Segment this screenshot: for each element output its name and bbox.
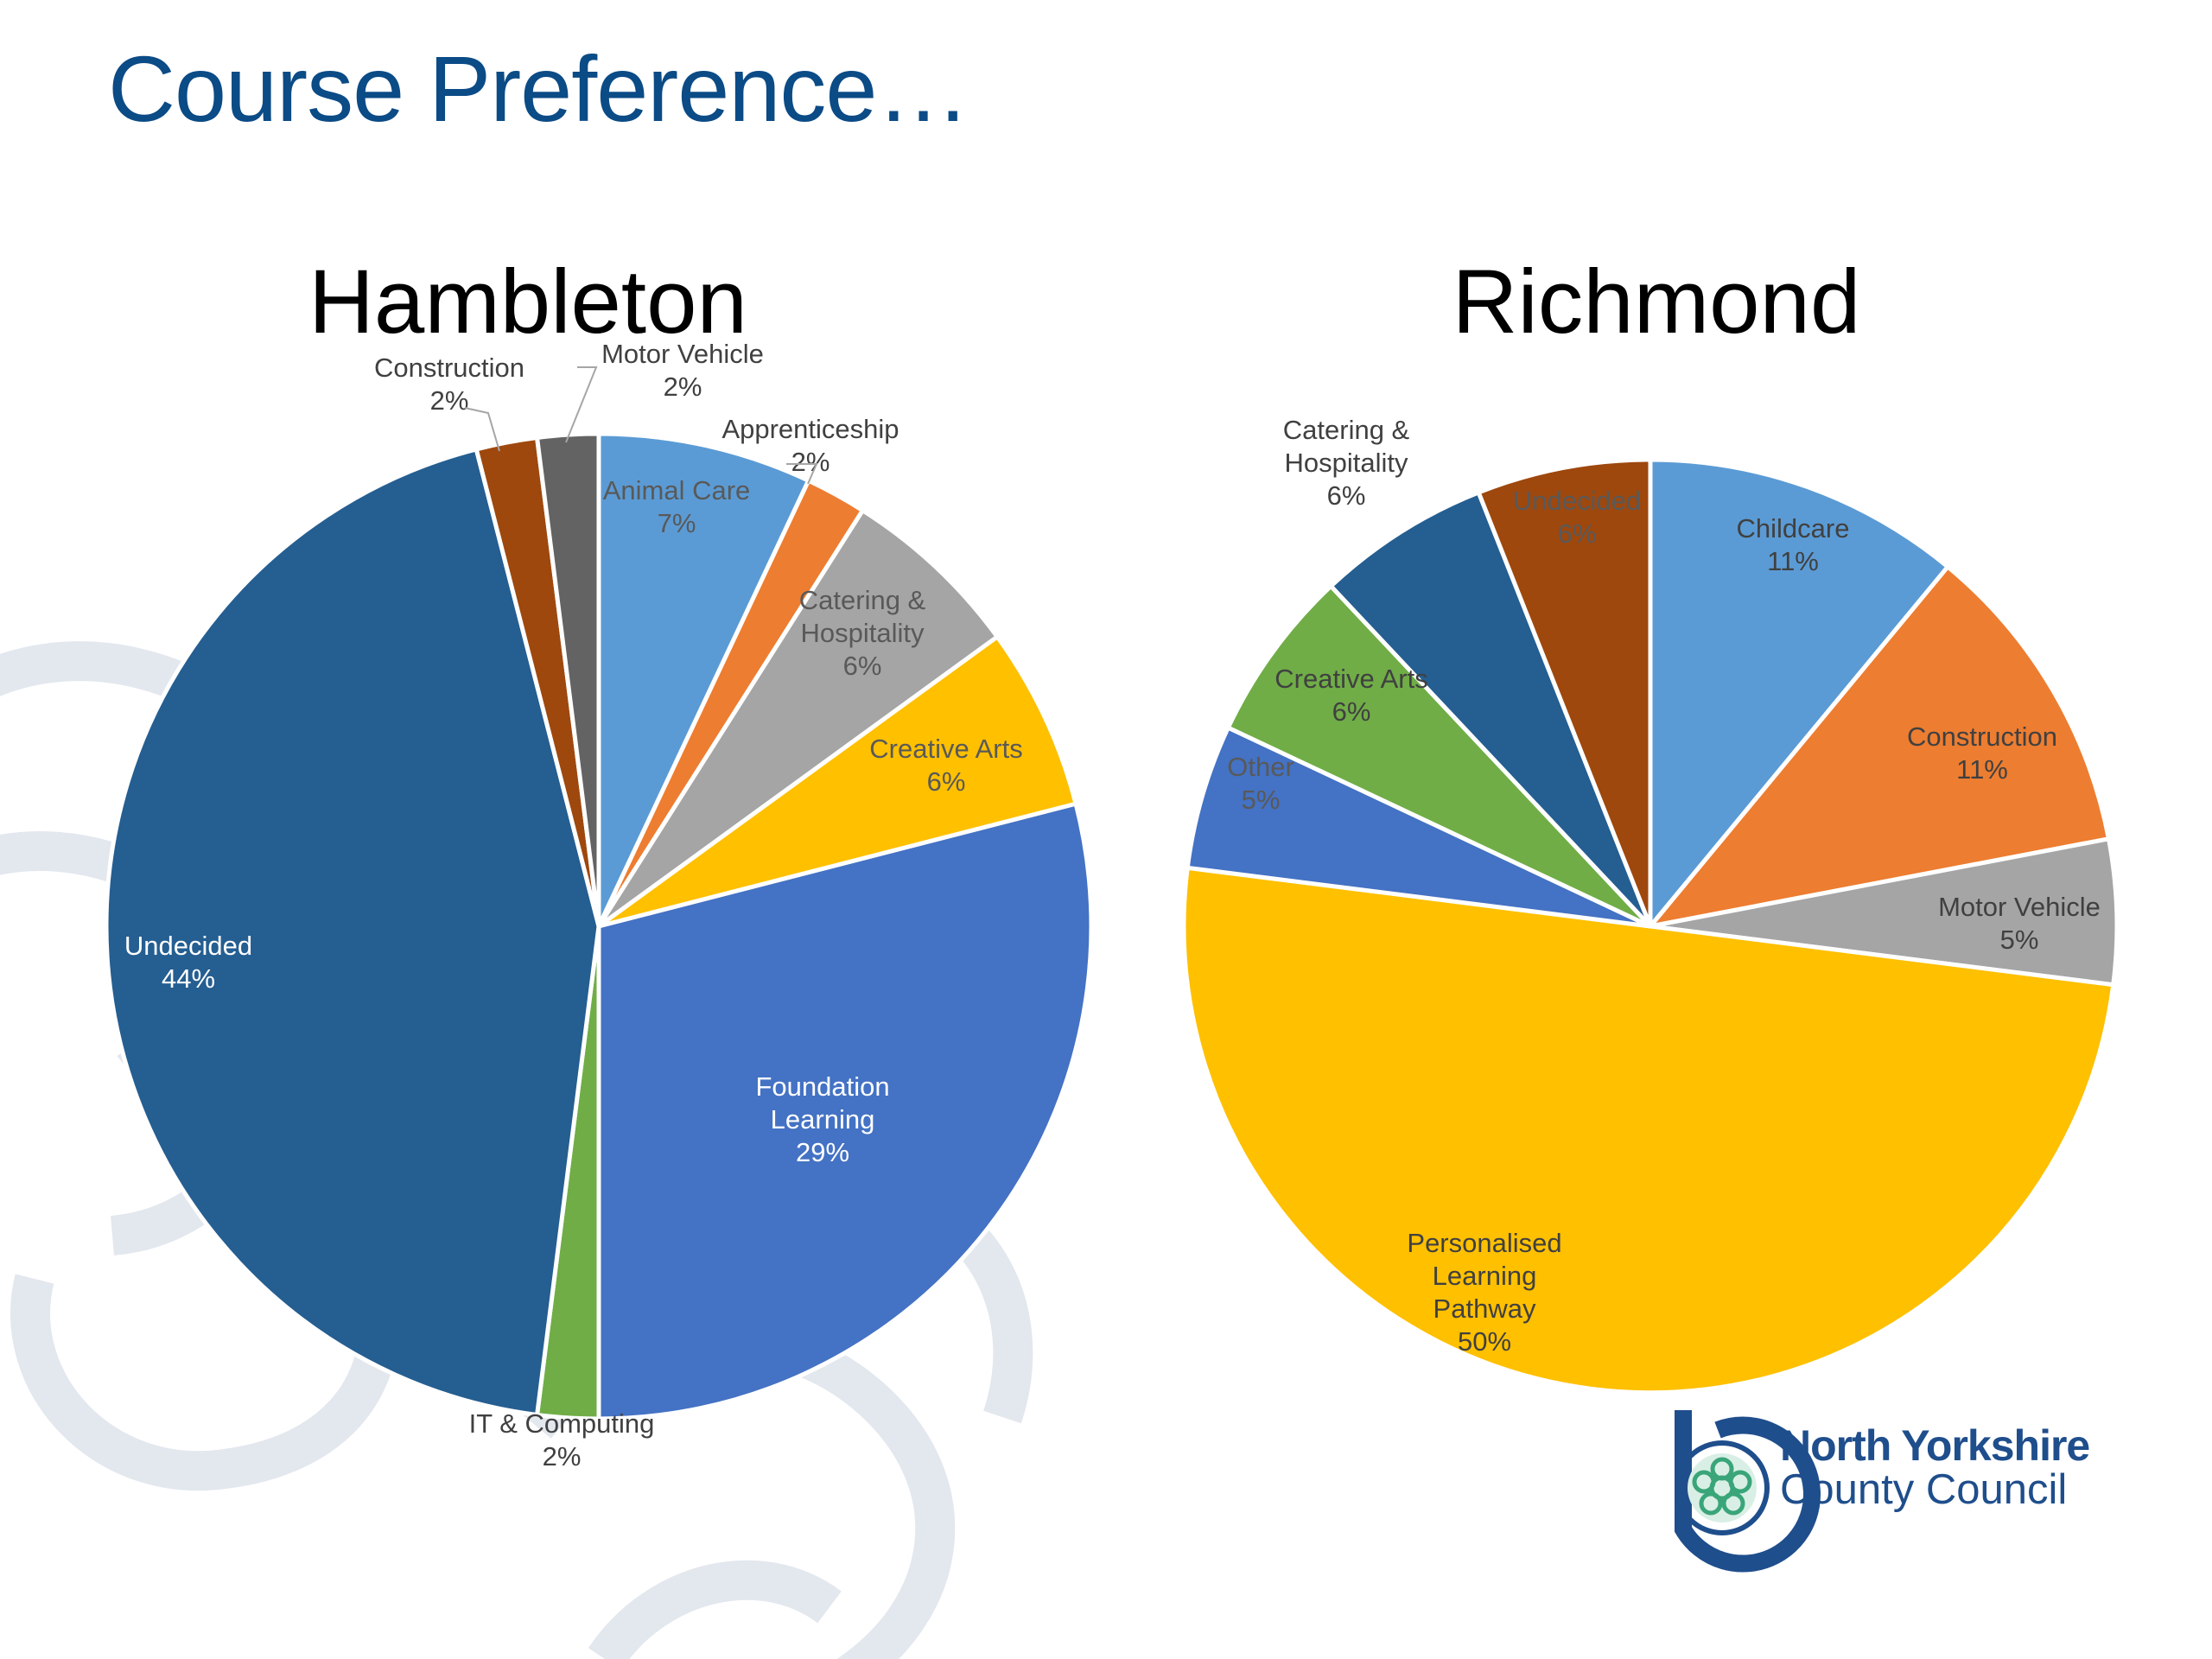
richmond-pie-chart: Childcare 11% Construction 11% Motor Vehicle…	[1184, 415, 2120, 1393]
leader-line-motor-vehicle	[565, 366, 598, 443]
hambleton-label-animal-care: Animal Care 7%	[603, 475, 751, 538]
hambleton-chart-title: Hambleton	[308, 251, 747, 353]
hambleton-pie-chart: Animal Care 7%Apprenticeship 2% Catering & H…	[104, 339, 1094, 1471]
hambleton-slice-motor-vehicle	[535, 431, 601, 929]
hambleton-label-construction: Construction 2%	[374, 353, 524, 416]
leader-lines	[464, 366, 818, 485]
hambleton-slice-animal-care	[596, 431, 811, 929]
logo-text-county-council: County Council	[1780, 1466, 2068, 1513]
richmond-slice-creative-arts	[1225, 583, 1653, 929]
hambleton-label-it-and-computing: IT & Computing 2%	[469, 1408, 655, 1471]
leader-line-apprenticeship	[786, 463, 818, 485]
richmond-slice-catering-and-hospitality	[1328, 490, 1653, 929]
hambleton-label-motor-vehicle: Motor Vehicle 2%	[601, 339, 764, 402]
richmond-slice-undecided	[1476, 457, 1653, 929]
hambleton-slice-catering-and-hospitality	[596, 508, 1000, 929]
richmond-slice-construction	[1648, 564, 2111, 929]
hambleton-label-creative-arts: Creative Arts 6%	[869, 734, 1022, 797]
hambleton-label-foundation-learning: Foundation Learning 29%	[755, 1071, 889, 1167]
logo-text-north-yorkshire: North Yorkshire	[1780, 1421, 2090, 1470]
hambleton-slice-creative-arts	[596, 634, 1078, 929]
richmond-slice-childcare	[1648, 457, 1950, 929]
richmond-label-undecided: Undecided 6%	[1513, 486, 1641, 549]
leader-line-construction	[464, 407, 500, 452]
richmond-label-catering-and-hospitality: Catering & Hospitality 6%	[1283, 415, 1410, 511]
hambleton-slice-undecided	[104, 447, 601, 1418]
hambleton-label-catering-and-hospitality: Catering & Hospitality 6%	[799, 585, 926, 681]
richmond-slice-other	[1185, 725, 1653, 929]
council-logo-mark	[1675, 1410, 1821, 1573]
richmond-label-other: Other 5%	[1227, 752, 1294, 815]
richmond-label-personalised-learning-pathway: Personalised Learning Pathway 50%	[1407, 1228, 1561, 1357]
hambleton-label-apprenticeship: Apprenticeship 2%	[721, 414, 899, 477]
hambleton-label-undecided: Undecided 44%	[124, 931, 252, 994]
richmond-label-childcare: Childcare 11%	[1737, 513, 1850, 576]
richmond-slice-motor-vehicle	[1648, 836, 2120, 988]
richmond-label-creative-arts: Creative Arts 6%	[1274, 664, 1427, 727]
hambleton-slice-foundation-learning	[596, 801, 1094, 1421]
richmond-label-motor-vehicle: Motor Vehicle 5%	[1938, 892, 2101, 955]
richmond-chart-title: Richmond	[1452, 251, 1861, 353]
richmond-label-construction: Construction 11%	[1907, 721, 2057, 785]
richmond-slice-personalised-learning-pathway	[1184, 868, 2113, 1392]
slide-title: Course Preference…	[108, 36, 969, 141]
